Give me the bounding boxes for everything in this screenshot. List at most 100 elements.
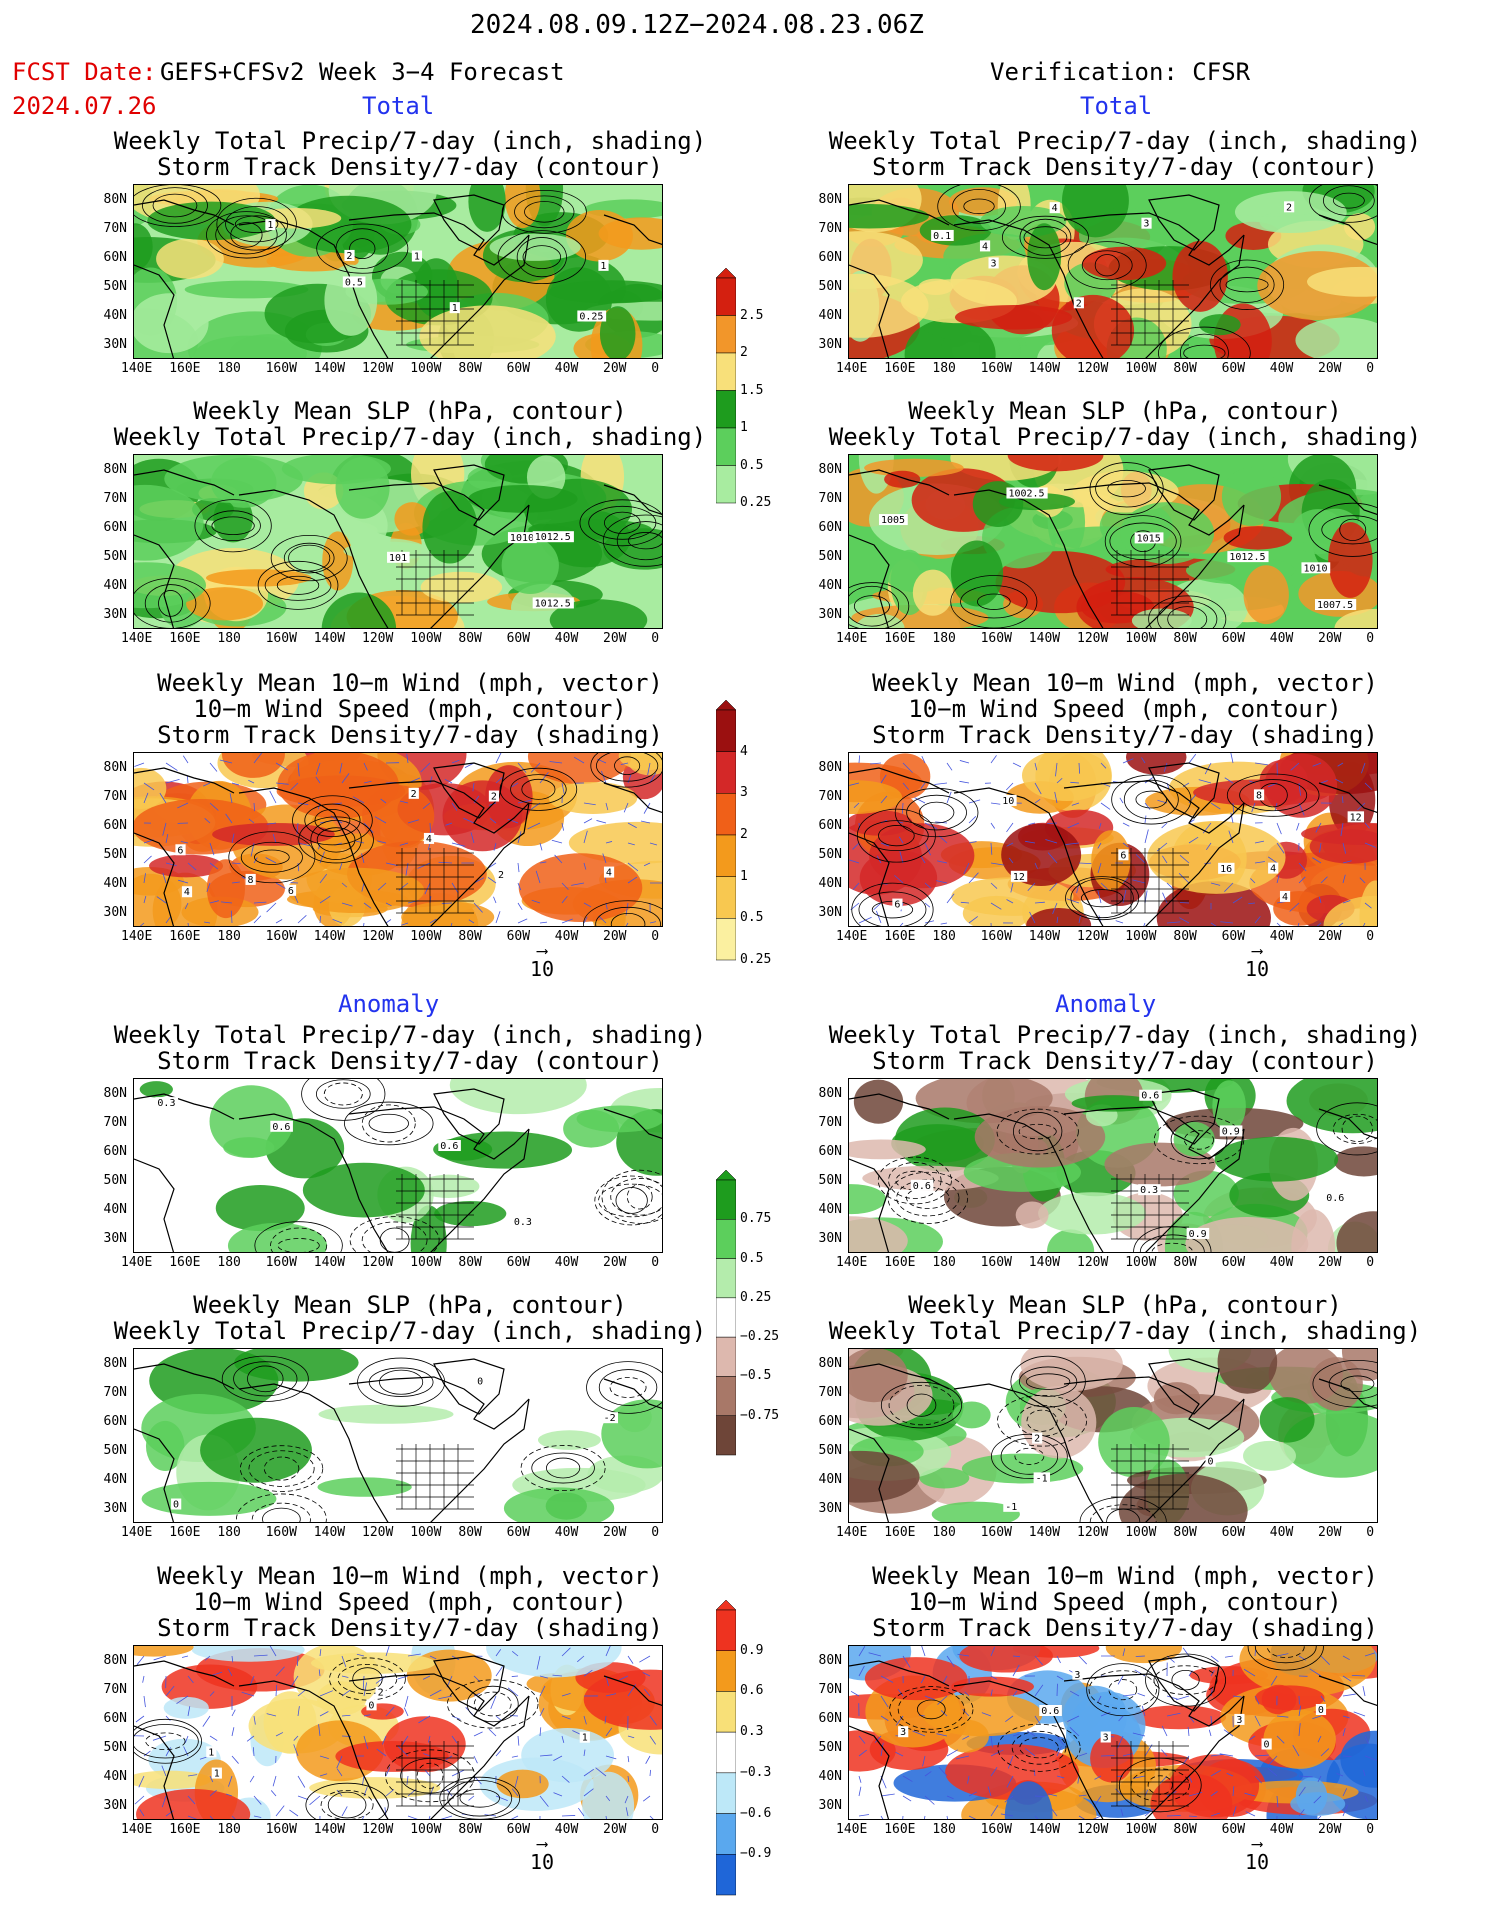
wind-vector bbox=[511, 1755, 519, 1758]
date-range-title: 2024.08.09.12Z−2024.08.23.06Z bbox=[470, 10, 924, 40]
contour-label: 0 bbox=[1264, 1740, 1270, 1751]
shade-blob bbox=[944, 1719, 989, 1753]
lon-label: 100W bbox=[410, 361, 442, 376]
wind-vector bbox=[649, 1769, 651, 1777]
wind-vector bbox=[920, 1675, 926, 1684]
contour-line bbox=[880, 1381, 963, 1429]
colorbar-label: 1 bbox=[740, 420, 748, 435]
contour-line bbox=[516, 237, 567, 278]
colorbar-label: −0.3 bbox=[740, 1764, 772, 1780]
wind-vector bbox=[880, 1742, 884, 1757]
wind-vector bbox=[231, 1815, 236, 1819]
wind-vector bbox=[176, 1695, 189, 1705]
coastline-1 bbox=[348, 212, 530, 266]
wind-vector bbox=[1056, 1746, 1062, 1757]
wind-vector bbox=[1007, 1755, 1014, 1769]
wind-vector bbox=[1161, 1725, 1168, 1737]
wind-vector bbox=[165, 762, 178, 771]
wind-vector bbox=[156, 896, 167, 904]
contour-line bbox=[1086, 1663, 1160, 1717]
wind-vector bbox=[231, 1709, 236, 1717]
wind-vector bbox=[1298, 1705, 1302, 1717]
contour-label-bg bbox=[408, 787, 419, 799]
lon-label: 100W bbox=[1125, 631, 1157, 646]
lat-label: 50N bbox=[103, 847, 127, 862]
vector-reference: ⟶ 10 bbox=[530, 943, 554, 982]
contour-label: 0.9 bbox=[1189, 1229, 1207, 1240]
wind-vector bbox=[275, 1666, 285, 1677]
wind-vector bbox=[1319, 842, 1322, 853]
shade-blob bbox=[186, 587, 264, 621]
wind-vector bbox=[181, 1655, 189, 1658]
contour-label-bg bbox=[1205, 1455, 1216, 1467]
lon-label: 20W bbox=[1318, 1822, 1342, 1837]
wind-vector bbox=[1289, 902, 1300, 912]
wind-vector bbox=[1161, 1749, 1168, 1757]
wind-vector bbox=[225, 813, 233, 824]
shade-blob bbox=[468, 484, 578, 513]
contour-line bbox=[896, 1179, 960, 1217]
shade-blob bbox=[849, 810, 913, 836]
coastline-4 bbox=[603, 214, 662, 245]
wind-vector bbox=[319, 1711, 329, 1717]
panel-vr-wind: Weekly Mean 10−m Wind (mph, vector) 10−m … bbox=[800, 670, 1420, 989]
contour-label-bg bbox=[507, 532, 537, 544]
wind-vector bbox=[624, 1795, 629, 1804]
contour-line bbox=[134, 1718, 202, 1764]
wind-vector bbox=[1276, 1735, 1285, 1744]
shade-blob bbox=[139, 1081, 173, 1098]
lon-label: 140E bbox=[836, 361, 868, 376]
wind-vector bbox=[901, 802, 904, 814]
colorbar-segment bbox=[715, 1650, 737, 1692]
contour-label-bg bbox=[601, 1412, 619, 1424]
wind-vector bbox=[1144, 815, 1147, 824]
contour-label-bg bbox=[1033, 1472, 1051, 1484]
lon-label: 120W bbox=[362, 631, 394, 646]
wind-vector bbox=[920, 856, 926, 864]
contour-line bbox=[368, 1367, 434, 1397]
wind-vector bbox=[363, 822, 374, 833]
contour-label-bg bbox=[1134, 532, 1164, 544]
wind-vector bbox=[352, 796, 365, 804]
shade-blob bbox=[919, 1467, 970, 1489]
wind-vector bbox=[397, 1675, 409, 1680]
fcst-date-label: FCST Date: bbox=[12, 58, 157, 86]
wind-vector bbox=[495, 911, 501, 924]
wind-vector bbox=[186, 775, 189, 784]
contour-label-bg bbox=[1138, 1184, 1161, 1196]
contour-label-bg bbox=[1032, 1432, 1043, 1444]
contour-line bbox=[262, 1507, 301, 1522]
wind-vector bbox=[363, 1714, 371, 1717]
contour-line bbox=[588, 505, 657, 540]
wind-vector bbox=[924, 822, 938, 830]
contour-line bbox=[134, 577, 211, 628]
contour-line bbox=[602, 514, 662, 567]
contour-line bbox=[960, 585, 1028, 619]
wind-vector bbox=[1179, 902, 1190, 904]
wind-vector bbox=[253, 1715, 256, 1725]
contour-label: 3 bbox=[990, 258, 996, 269]
contour-line bbox=[514, 195, 575, 229]
wind-vector bbox=[1342, 860, 1352, 864]
colorbar-label: 0.5 bbox=[740, 1250, 764, 1266]
wind-vector bbox=[1336, 1773, 1344, 1777]
lat-label: 80N bbox=[103, 1653, 127, 1668]
wind-vector bbox=[1034, 901, 1045, 904]
wind-vector bbox=[957, 1653, 970, 1657]
panel-title-line: Weekly Total Precip/7-day (inch, shading… bbox=[113, 423, 707, 451]
wind-vector bbox=[187, 1706, 191, 1717]
wind-vector bbox=[1364, 1795, 1368, 1802]
colorbar-segment bbox=[715, 390, 737, 429]
wind-vector bbox=[583, 1768, 595, 1777]
shade-blob bbox=[1295, 317, 1377, 358]
wind-vector bbox=[880, 1695, 889, 1708]
lon-label: 160W bbox=[265, 1255, 297, 1270]
wind-vector bbox=[549, 761, 563, 764]
wind-vector bbox=[561, 1815, 576, 1817]
shade-blob bbox=[221, 753, 285, 778]
wind-vector bbox=[1137, 1692, 1146, 1697]
contour-label-bg bbox=[1073, 297, 1084, 309]
wind-vector bbox=[1029, 911, 1036, 924]
shade-blob bbox=[281, 455, 391, 485]
